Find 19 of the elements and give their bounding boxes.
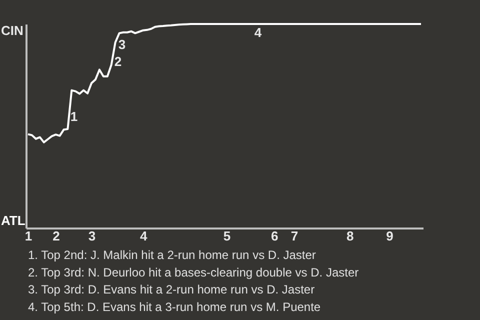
text: ATL <box>1 213 26 228</box>
x-tick-label: 9 <box>386 228 394 244</box>
text: 1. Top 2nd: J. Malkin hit a 2-run home run vs D. Jaster <box>28 248 316 262</box>
x-tick-label: 5 <box>223 228 231 244</box>
x-tick-label: 2 <box>52 228 60 244</box>
text: 2. Top 3rd: N. Deurloo hit a bases-clearing double vs D. Jaster <box>28 265 359 280</box>
x-tick-label: 7 <box>290 228 298 244</box>
x-tick-label: 8 <box>346 228 354 244</box>
text: 3. Top 3rd: D. Evans hit a 2-run home run vs D. Jaster <box>28 282 315 297</box>
x-tick-label: 3 <box>88 228 96 244</box>
x-tick-label: 1 <box>24 228 32 244</box>
annotation: 1 <box>70 109 78 124</box>
x-tick-label: 4 <box>140 228 148 244</box>
text: CIN <box>1 23 24 38</box>
annotation: 2 <box>114 54 122 69</box>
text: 4. Top 5th: D. Evans hit a 3-run home run vs M. Puente <box>28 300 321 314</box>
annotation: 4 <box>254 25 262 40</box>
x-tick-label: 6 <box>271 228 278 244</box>
annotation: 3 <box>118 37 126 52</box>
